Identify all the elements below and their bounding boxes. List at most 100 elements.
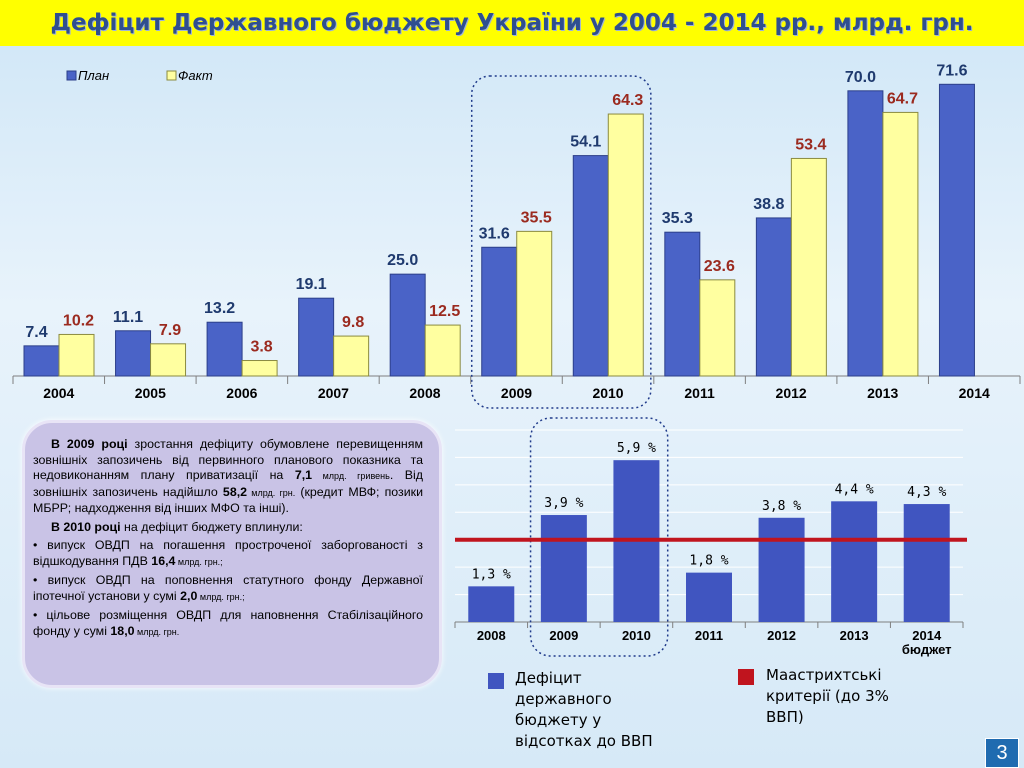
item-unit: млрд. грн.; [175,556,223,567]
fact-value-label: 7.9 [159,322,181,339]
gdp-value-label: 3,8 % [762,499,801,514]
fact-bar [790,157,827,377]
page-number: 3 [985,738,1019,768]
x-tick-label: 2010 [592,385,623,401]
fact-value-label: 12.5 [429,303,460,320]
gdp-value-label: 5,9 % [617,441,656,456]
gdp-value-label: 1,3 % [472,567,511,582]
plan-bar [755,217,792,377]
item-text: • випуск ОВДП на погашення простроченої … [33,538,423,568]
x-tick-label: 2013 [867,385,898,401]
title-bar: Дефіцит Державного бюджету України у 200… [0,0,1024,46]
plan-bar [298,297,335,377]
fact-value-label: 35.5 [521,209,552,226]
paragraph-2010: В 2010 році на дефіцит бюджету вплинули: [33,520,423,536]
item-value: 18,0 [110,623,135,638]
gdp-bar [468,586,515,622]
highlight-frame [529,417,669,657]
x-tick-label: 2009 [549,628,578,643]
plan-value-label: 70.0 [845,69,876,86]
p1-value-1: 7,1 [294,468,313,482]
legend-maastricht-swatch [738,669,754,685]
item-unit: млрд. грн.; [197,591,245,602]
paragraph-2009: В 2009 році зростання дефіциту обумовлен… [33,437,423,517]
fact-bar [333,335,370,377]
plan-value-label: 25.0 [387,252,418,269]
page-title: Дефіцит Державного бюджету України у 200… [50,10,974,36]
p1-text-a: зростання дефіциту обумовлене перевищенн… [33,437,423,482]
legend-deficit-line: державного [515,690,612,708]
legend-deficit-line: відсотках до ВВП [515,732,653,750]
gdp-bar [758,517,805,622]
legend-plan-label: План [78,68,109,83]
x-tick-label: 2011 [695,628,723,643]
gdp-chart: 1,3 % 2008 3,9 % 2009 5,9 % 2010 1,8 % 2011 3,8 … [454,417,967,657]
gdp-value-label: 4,4 % [835,482,874,497]
p1-text-c: (кредит МВФ; позики МБРР; надходження ві… [33,484,423,516]
fact-value-label: 9.8 [342,314,364,331]
x-tick-label: 2011 [684,385,715,401]
item-value: 2,0 [180,588,198,603]
legend-deficit-swatch [488,673,504,689]
fact-bar [516,230,553,377]
plan-value-label: 35.3 [662,210,693,227]
item-unit: млрд. грн. [134,626,180,637]
year-2009-label: В 2009 році [51,437,128,451]
plan-value-label: 11.1 [113,309,143,326]
gdp-bar [540,515,587,622]
fact-bar [241,360,278,377]
x-tick-label: 2012 [776,385,807,401]
legend-maastricht-line: Маастрихтські [766,666,882,684]
x-tick-label: бюджет [902,642,952,657]
p1-text-b: . Від зовнішніх запозичень надійшло [33,468,423,499]
legend-maastricht-line: ВВП) [766,708,804,726]
gdp-value-label: 1,8 % [689,554,728,569]
plan-value-label: 13.2 [204,300,235,317]
x-tick-label: 2006 [226,385,257,401]
x-tick-label: 2010 [622,628,651,643]
legend-plan-swatch [66,70,77,81]
fact-value-label: 64.3 [612,92,643,109]
factor-list: • випуск ОВДП на погашення простроченої … [33,538,423,640]
legend-deficit-line: бюджету у [515,711,602,729]
legend-fact-label: Факт [178,68,213,83]
fact-bar [424,324,461,377]
p1-value-2: 58,2 [222,484,248,499]
gdp-value-label: 3,9 % [544,496,583,511]
year-2010-label: В 2010 році [51,519,121,534]
plan-value-label: 38.8 [753,196,784,213]
plan-value-label: 71.6 [936,62,967,79]
item-text: • випуск ОВДП на поповнення статутного ф… [33,573,423,603]
plan-value-label: 54.1 [570,134,601,151]
legend-deficit-label: Дефіцит державного бюджету у відсотках д… [515,668,690,752]
plan-bar [206,321,243,377]
commentary-box: В 2009 році зростання дефіциту обумовлен… [22,420,442,688]
fact-value-label: 3.8 [250,339,272,356]
x-tick-label: 2009 [501,385,532,401]
fact-value-label: 23.6 [704,258,735,275]
fact-bar [607,113,644,377]
gdp-value-label: 4,3 % [907,485,946,500]
gdp-bar [831,501,878,622]
fact-value-label: 10.2 [63,312,94,329]
plan-bar [847,90,884,377]
list-item: • цільове розміщення ОВДП для наповнення… [33,608,423,640]
plan-bar [572,155,609,377]
legend-fact-swatch [166,70,177,81]
legend-maastricht-line: критерії (до 3% [766,687,889,705]
highlight-frame [470,75,652,409]
item-text: • цільове розміщення ОВДП для наповнення… [33,608,423,638]
x-tick-label: 2008 [477,628,506,643]
fact-bar [150,343,187,377]
fact-bar [699,279,736,377]
list-item: • випуск ОВДП на погашення простроченої … [33,538,423,570]
fact-bar [58,333,95,377]
p1-unit-2: млрд. грн. [247,487,296,498]
x-tick-label: 2005 [135,385,166,401]
plan-value-label: 19.1 [296,276,327,293]
x-tick-label: 2013 [840,628,869,643]
plan-bar [115,330,152,377]
fact-bar [882,111,919,377]
x-tick-label: 2012 [767,628,796,643]
plan-bar [389,273,426,377]
